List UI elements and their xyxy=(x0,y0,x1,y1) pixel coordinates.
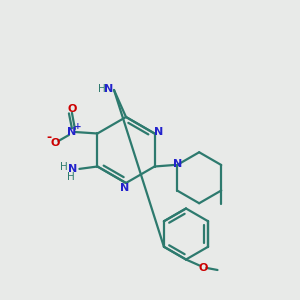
Text: H: H xyxy=(98,84,105,94)
Text: N: N xyxy=(104,83,113,94)
Text: N: N xyxy=(173,159,182,169)
Text: O: O xyxy=(51,138,60,148)
Text: N: N xyxy=(67,127,76,137)
Text: O: O xyxy=(199,263,208,273)
Text: +: + xyxy=(74,122,82,131)
Text: H: H xyxy=(67,172,75,182)
Text: -: - xyxy=(46,131,51,145)
Text: O: O xyxy=(67,103,76,114)
Text: N: N xyxy=(121,183,130,193)
Text: H: H xyxy=(60,162,68,172)
Text: N: N xyxy=(68,164,77,175)
Text: N: N xyxy=(154,127,164,137)
